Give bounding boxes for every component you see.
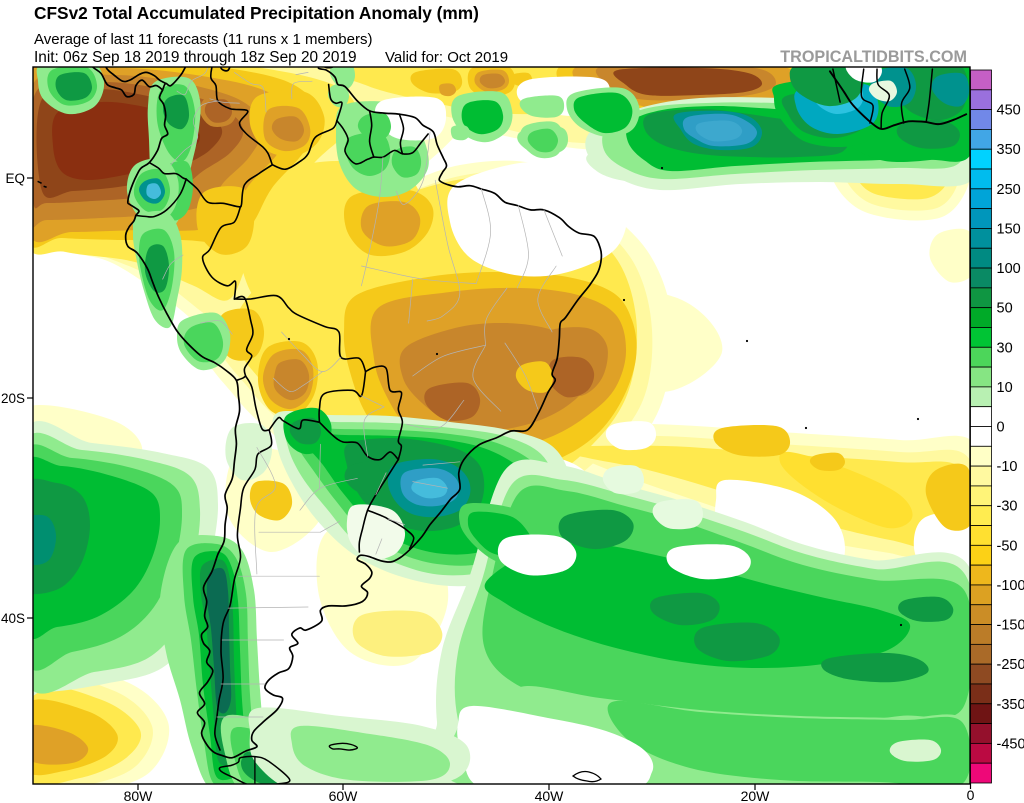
svg-text:-350: -350 bbox=[997, 697, 1024, 713]
svg-text:EQ: EQ bbox=[5, 171, 25, 186]
svg-text:-250: -250 bbox=[997, 657, 1024, 673]
svg-text:Average of last 11 forecasts (: Average of last 11 forecasts (11 runs x … bbox=[34, 31, 372, 48]
svg-text:60W: 60W bbox=[329, 788, 359, 803]
svg-text:-10: -10 bbox=[997, 459, 1018, 475]
svg-text:Valid for: Oct 2019: Valid for: Oct 2019 bbox=[385, 49, 508, 66]
svg-text:40W: 40W bbox=[535, 788, 565, 803]
svg-text:-30: -30 bbox=[997, 499, 1018, 515]
svg-text:-100: -100 bbox=[997, 578, 1024, 594]
svg-text:10: 10 bbox=[997, 380, 1013, 396]
svg-text:CFSv2 Total Accumulated Precip: CFSv2 Total Accumulated Precipitation An… bbox=[34, 3, 479, 23]
svg-text:0: 0 bbox=[997, 420, 1005, 436]
svg-text:80W: 80W bbox=[124, 788, 154, 803]
svg-text:20S: 20S bbox=[1, 391, 25, 406]
svg-text:350: 350 bbox=[997, 142, 1021, 158]
svg-text:100: 100 bbox=[997, 261, 1021, 277]
svg-text:-150: -150 bbox=[997, 618, 1024, 634]
svg-text:0: 0 bbox=[967, 787, 975, 803]
svg-text:Init: 06z Sep 18 2019 through: Init: 06z Sep 18 2019 through 18z Sep 20… bbox=[34, 49, 357, 66]
svg-text:150: 150 bbox=[997, 221, 1021, 237]
svg-text:250: 250 bbox=[997, 182, 1021, 198]
svg-text:450: 450 bbox=[997, 103, 1021, 119]
svg-text:20W: 20W bbox=[741, 788, 771, 803]
svg-text:TROPICALTIDBITS.COM: TROPICALTIDBITS.COM bbox=[780, 48, 967, 66]
svg-text:-50: -50 bbox=[997, 538, 1018, 554]
svg-text:30: 30 bbox=[997, 340, 1013, 356]
svg-text:-450: -450 bbox=[997, 736, 1024, 752]
svg-text:50: 50 bbox=[997, 301, 1013, 317]
svg-text:40S: 40S bbox=[1, 611, 25, 626]
